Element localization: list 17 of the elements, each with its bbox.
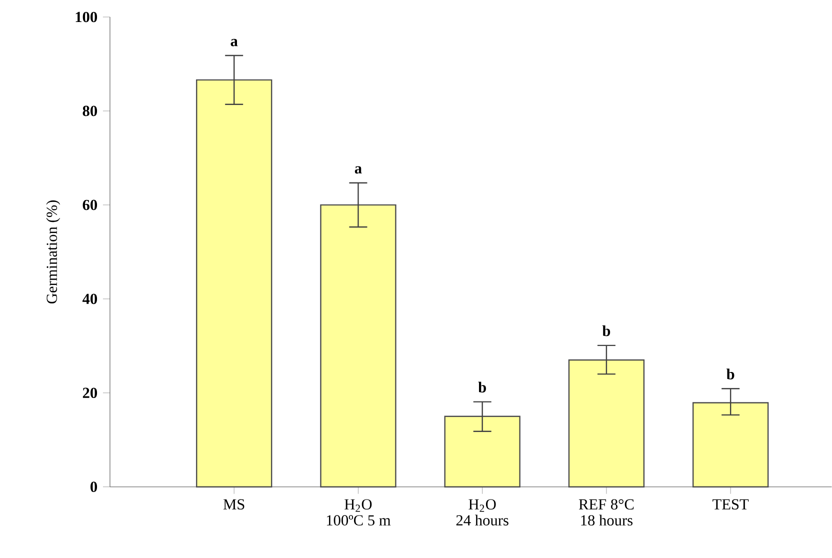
annotation: b	[478, 382, 486, 393]
annotation: a	[230, 39, 238, 46]
y-tick-label: 20	[82, 388, 98, 398]
y-tick-label: 60	[82, 200, 98, 210]
y-tick-label: 0	[90, 482, 98, 492]
y-tick-label: 100	[76, 12, 98, 22]
annotation: b	[726, 368, 734, 380]
annotation: b	[602, 325, 610, 336]
x-tick-label: H$_{2}$O 100ºC 5 m	[326, 499, 391, 526]
x-tick-label: MS	[223, 499, 244, 510]
y-axis-title: Germination (%)	[46, 200, 60, 304]
y-tick-label: 80	[82, 106, 98, 116]
x-tick-label: TEST	[712, 499, 749, 510]
annotation: a	[354, 166, 362, 174]
x-tick-label: H$_{2}$O 24 hours	[456, 499, 508, 526]
x-tick-label: REF 8°C 18 hours	[578, 499, 634, 526]
y-tick-label: 40	[82, 294, 98, 304]
